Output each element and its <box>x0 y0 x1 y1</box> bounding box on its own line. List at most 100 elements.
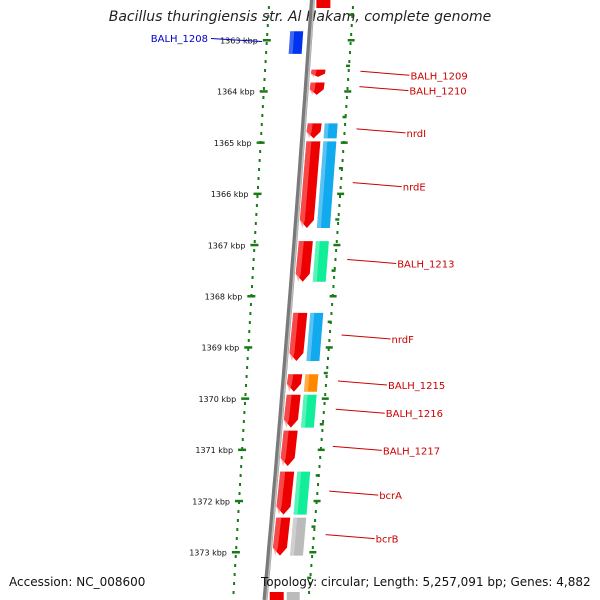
outer-guide-dot <box>311 555 314 558</box>
outer-guide-dot <box>316 492 319 495</box>
minor-tick <box>311 525 316 528</box>
cds-band <box>303 374 319 392</box>
outer-guide-dot <box>344 114 347 117</box>
inner-guide-dot <box>257 177 260 180</box>
tick-label: 1372 kbp <box>192 497 230 506</box>
inner-guide-dot <box>259 150 262 153</box>
tick-label: 1369 kbp <box>202 344 240 353</box>
inner-guide-dot <box>251 276 254 279</box>
inner-guide-dot <box>258 168 261 171</box>
outer-guide-dot <box>337 213 340 216</box>
outer-guide-dot <box>326 357 329 360</box>
outer-guide-dot <box>345 105 348 108</box>
major-tick <box>253 192 262 196</box>
gene-label: BALH_1210 <box>409 87 466 98</box>
outer-guide-dot <box>314 510 317 513</box>
outer-guide-dot <box>326 366 329 369</box>
cds-band <box>300 394 317 428</box>
gene-arrow-shade <box>276 471 286 515</box>
outer-guide-dot <box>335 249 338 252</box>
outer-guide-dot <box>344 123 347 126</box>
inner-guide-dot <box>256 195 259 198</box>
dotted-guides <box>232 6 354 594</box>
minor-tick <box>325 346 333 349</box>
gene-label: BALH_1216 <box>386 409 443 420</box>
gene-arrow-shade <box>309 82 316 95</box>
gene-label: BALH_1208 <box>151 34 208 45</box>
cds-band-shade <box>306 312 315 362</box>
outer-guide-dot <box>324 384 327 387</box>
minor-tick <box>335 218 340 221</box>
inner-guide-dot <box>248 321 251 324</box>
outer-guide-dot <box>322 420 325 423</box>
inner-guide-dot <box>236 528 239 531</box>
backbone-highlight <box>265 0 315 600</box>
inner-guide-dot <box>264 60 267 63</box>
backbone <box>262 0 315 600</box>
outer-guide-dot <box>318 465 321 468</box>
inner-guide-dot <box>248 330 251 333</box>
gene-label: bcrB <box>376 535 399 546</box>
outer-guide-dot <box>342 150 345 153</box>
gene-label: nrdI <box>407 129 427 140</box>
inner-guide-dot <box>244 393 247 396</box>
major-tick <box>250 243 259 247</box>
major-tick <box>244 346 253 349</box>
inner-guide-dot <box>239 483 242 486</box>
genome-summary-text: Topology: circular; Length: 5,257,091 bp… <box>261 575 591 589</box>
inner-guide-dot <box>261 105 264 108</box>
leader-line <box>332 445 382 451</box>
inner-guide-dot <box>253 249 256 252</box>
inner-guide-dot <box>265 42 268 45</box>
minor-tick <box>323 371 328 375</box>
outer-guide-dot <box>310 564 313 567</box>
cds-band-shade <box>303 374 310 392</box>
inner-guide-dot <box>267 6 270 9</box>
inner-guide-dot <box>242 429 245 432</box>
minor-tick <box>347 39 355 42</box>
cds-band-shade <box>312 241 320 282</box>
major-tick <box>259 90 268 93</box>
inner-guide-dot <box>265 51 268 54</box>
outer-guide-dot <box>339 195 342 198</box>
outer-guide-dot <box>339 186 342 189</box>
inner-guide-dot <box>243 411 246 414</box>
gene-arrow-shade <box>272 517 282 556</box>
gene-label: nrdE <box>403 183 426 194</box>
cds-features <box>286 31 338 600</box>
minor-tick <box>342 115 347 119</box>
cds-band <box>312 241 329 282</box>
gene-arrow-shade <box>283 394 292 428</box>
minor-tick <box>307 576 312 580</box>
inner-guide-dot <box>254 231 257 234</box>
outer-guide-dot <box>333 267 336 270</box>
major-tick <box>231 551 240 554</box>
outer-guide-dot <box>350 24 353 27</box>
tick-label: 1367 kbp <box>208 241 246 250</box>
inner-guide-dot <box>249 303 252 306</box>
inner-guide-dot <box>240 456 243 459</box>
inner-guide-dot <box>232 591 235 594</box>
inner-guide-dot <box>239 474 242 477</box>
gene-label: BALH_1215 <box>388 381 445 392</box>
inner-guide-dot <box>234 564 237 567</box>
outer-guide-dot <box>334 258 337 261</box>
inner-guide-dot <box>253 240 256 243</box>
minor-tick <box>315 474 320 477</box>
minor-tick <box>331 269 336 272</box>
outer-guide-dot <box>328 339 331 342</box>
minor-tick <box>349 13 354 16</box>
inner-guide-dot <box>237 501 240 504</box>
gene-arrow-shade <box>299 141 312 228</box>
leader-line <box>335 408 385 414</box>
outer-guide-dot <box>333 276 336 279</box>
inner-guide-dot <box>266 24 269 27</box>
outer-guide-dot <box>348 51 351 54</box>
outer-guide-dot <box>343 132 346 135</box>
minor-tick <box>338 167 343 170</box>
outer-guide-dot <box>330 312 333 315</box>
tick-label: 1370 kbp <box>198 395 236 404</box>
inner-guide-dot <box>233 582 236 585</box>
outer-guide-dot <box>336 231 339 234</box>
